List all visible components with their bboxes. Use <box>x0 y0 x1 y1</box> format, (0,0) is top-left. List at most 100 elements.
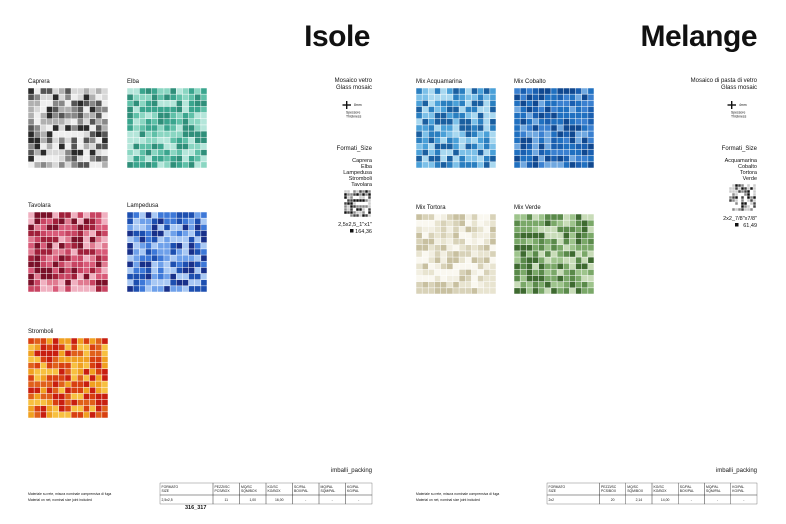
tile <box>170 267 176 274</box>
tile <box>182 236 189 243</box>
tile <box>526 106 533 113</box>
tile <box>459 88 465 94</box>
swatch-label: Mix Tortora <box>416 205 446 211</box>
tile <box>575 131 582 137</box>
tile <box>422 106 429 113</box>
tile <box>732 196 735 199</box>
tile <box>447 232 453 239</box>
tile <box>139 261 146 268</box>
tile <box>34 362 41 369</box>
tile <box>569 281 576 288</box>
tile <box>95 279 102 286</box>
tile <box>170 88 176 94</box>
tile <box>447 275 453 282</box>
tile <box>545 125 551 131</box>
tile <box>89 344 96 351</box>
tile <box>428 288 435 294</box>
tile <box>434 232 441 239</box>
tile <box>77 362 84 369</box>
tile <box>557 131 563 137</box>
tile <box>28 399 34 406</box>
tile <box>416 143 422 150</box>
tile <box>77 399 84 406</box>
formats-title: Formati_Size <box>337 146 373 152</box>
tile <box>102 261 108 268</box>
tile <box>434 119 441 125</box>
tile <box>368 202 371 205</box>
tile <box>520 137 527 144</box>
tile <box>95 143 102 150</box>
tile <box>471 238 478 245</box>
tile <box>359 193 362 196</box>
tile <box>170 131 176 137</box>
tile <box>46 412 53 418</box>
tile <box>170 273 176 280</box>
tile <box>151 279 158 286</box>
tile <box>477 238 484 245</box>
tile <box>164 94 170 101</box>
tile <box>738 196 741 199</box>
tile <box>151 267 158 274</box>
tile <box>563 275 570 282</box>
material: Glass mosaic <box>336 85 372 91</box>
table-header: KG/SC <box>268 485 279 489</box>
tile <box>188 243 195 249</box>
tile <box>563 149 570 156</box>
tile <box>95 94 102 101</box>
tile <box>77 125 84 131</box>
tile <box>89 387 96 394</box>
tile <box>447 269 453 276</box>
tile <box>28 405 34 412</box>
tile <box>77 149 84 156</box>
tile <box>477 137 484 144</box>
tile <box>526 137 533 144</box>
tile <box>83 273 90 280</box>
tile <box>514 238 520 245</box>
tile <box>563 263 570 270</box>
mosaic <box>416 214 496 294</box>
tile <box>182 249 189 255</box>
tile <box>477 220 484 227</box>
tile <box>182 273 189 280</box>
tile <box>738 187 741 190</box>
tile <box>201 155 207 162</box>
tile <box>459 143 465 150</box>
tile <box>52 224 59 231</box>
tile <box>28 393 34 400</box>
tile <box>471 275 478 282</box>
tile <box>77 381 84 387</box>
tile <box>77 106 84 113</box>
tile <box>532 149 539 156</box>
tile <box>477 257 484 263</box>
tile <box>34 261 41 268</box>
table-value: - <box>332 498 333 502</box>
tile <box>520 232 527 239</box>
tile <box>575 226 582 233</box>
tile <box>89 155 96 162</box>
tile <box>28 249 34 255</box>
tile <box>188 236 195 243</box>
tile <box>356 208 359 211</box>
tile <box>557 288 563 294</box>
tile <box>520 106 527 113</box>
tile <box>416 232 422 239</box>
tile <box>422 100 429 107</box>
tile <box>532 263 539 270</box>
tile <box>52 155 59 162</box>
tile <box>744 190 747 193</box>
format-name: Acquamarina <box>725 158 758 164</box>
tile <box>77 224 84 231</box>
tile <box>77 100 84 107</box>
tile <box>40 162 47 168</box>
tile <box>83 387 90 394</box>
tile <box>434 94 441 101</box>
tile <box>744 184 747 187</box>
tile <box>77 273 84 280</box>
tile <box>133 112 140 119</box>
tile <box>139 279 146 286</box>
tile <box>588 288 594 294</box>
thickness-label: Spessore <box>731 111 745 115</box>
tile <box>182 230 189 237</box>
tile <box>440 137 447 144</box>
tile <box>588 112 594 119</box>
